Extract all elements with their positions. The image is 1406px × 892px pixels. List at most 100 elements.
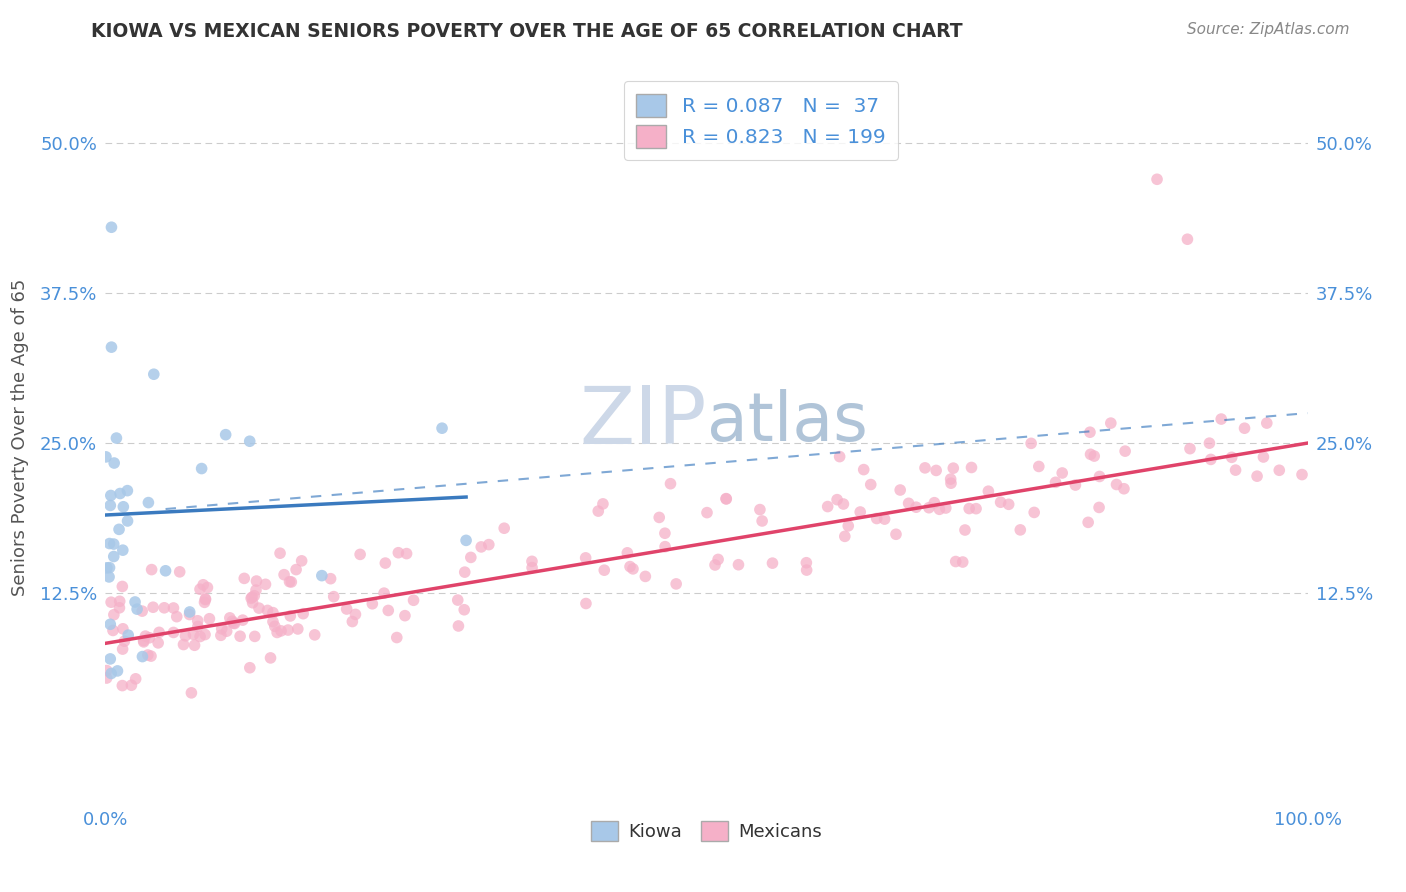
Text: Source: ZipAtlas.com: Source: ZipAtlas.com <box>1187 22 1350 37</box>
Point <box>953 523 976 537</box>
Point <box>716 491 738 506</box>
Point <box>194 592 217 607</box>
Point <box>211 622 233 636</box>
Point <box>704 558 727 572</box>
Point <box>1225 463 1247 477</box>
Point <box>460 550 482 565</box>
Point <box>696 506 718 520</box>
Point <box>957 501 980 516</box>
Point <box>751 514 773 528</box>
Point <box>1080 447 1102 461</box>
Point <box>344 607 367 622</box>
Point <box>100 666 122 681</box>
Point <box>1178 442 1201 456</box>
Point <box>1114 444 1136 458</box>
Point <box>1019 436 1042 450</box>
Point <box>103 537 125 551</box>
Point <box>146 636 169 650</box>
Point <box>131 604 153 618</box>
Point <box>1268 463 1291 477</box>
Point <box>828 450 851 464</box>
Point <box>111 679 134 693</box>
Point <box>280 574 302 589</box>
Point <box>592 497 614 511</box>
Point <box>259 651 281 665</box>
Point <box>194 627 217 641</box>
Point <box>221 614 243 628</box>
Point <box>837 519 859 533</box>
Point <box>117 483 139 498</box>
Point <box>727 558 749 572</box>
Point <box>659 476 682 491</box>
Point <box>395 547 418 561</box>
Point <box>470 540 492 554</box>
Point <box>215 624 238 639</box>
Y-axis label: Seniors Poverty Over the Age of 65: Seniors Poverty Over the Age of 65 <box>11 278 28 596</box>
Point <box>361 597 384 611</box>
Point <box>262 606 284 620</box>
Point <box>193 595 215 609</box>
Point <box>278 574 301 589</box>
Point <box>1256 416 1278 430</box>
Point <box>98 570 121 584</box>
Point <box>224 616 246 631</box>
Point <box>1198 436 1220 450</box>
Point <box>939 476 962 491</box>
Point <box>1078 425 1101 440</box>
Point <box>174 629 197 643</box>
Point <box>319 572 342 586</box>
Point <box>377 603 399 617</box>
Point <box>278 609 301 624</box>
Point <box>292 607 315 621</box>
Point <box>834 529 856 543</box>
Point <box>180 686 202 700</box>
Point <box>394 608 416 623</box>
Point <box>153 600 176 615</box>
Point <box>905 500 928 515</box>
Point <box>262 615 284 629</box>
Point <box>494 521 516 535</box>
Point <box>270 624 292 638</box>
Point <box>1010 523 1032 537</box>
Point <box>222 616 245 631</box>
Point <box>634 569 657 583</box>
Point <box>117 514 139 528</box>
Point <box>117 628 139 642</box>
Point <box>1050 466 1073 480</box>
Point <box>112 634 135 648</box>
Point <box>132 635 155 649</box>
Point <box>96 664 118 678</box>
Point <box>240 591 263 606</box>
Point <box>197 581 219 595</box>
Point <box>796 556 818 570</box>
Point <box>648 510 671 524</box>
Text: KIOWA VS MEXICAN SENIORS POVERTY OVER THE AGE OF 65 CORRELATION CHART: KIOWA VS MEXICAN SENIORS POVERTY OVER TH… <box>91 22 963 41</box>
Point <box>575 550 598 565</box>
Point <box>897 496 920 510</box>
Point <box>103 549 125 564</box>
Point <box>952 555 974 569</box>
Point <box>374 556 396 570</box>
Point <box>1112 482 1135 496</box>
Point <box>124 595 146 609</box>
Point <box>311 568 333 582</box>
Point <box>188 582 211 597</box>
Point <box>243 589 266 603</box>
Point <box>98 536 121 550</box>
Point <box>832 497 855 511</box>
Point <box>447 619 470 633</box>
Point <box>136 648 159 662</box>
Point <box>349 548 371 562</box>
Point <box>239 434 262 449</box>
Point <box>108 594 131 608</box>
Point <box>1253 450 1275 464</box>
Point <box>108 486 131 500</box>
Point <box>100 595 122 609</box>
Point <box>977 484 1000 499</box>
Point <box>918 500 941 515</box>
Point <box>132 633 155 648</box>
Point <box>925 463 948 477</box>
Point <box>939 472 962 486</box>
Point <box>454 565 477 579</box>
Point <box>621 562 644 576</box>
